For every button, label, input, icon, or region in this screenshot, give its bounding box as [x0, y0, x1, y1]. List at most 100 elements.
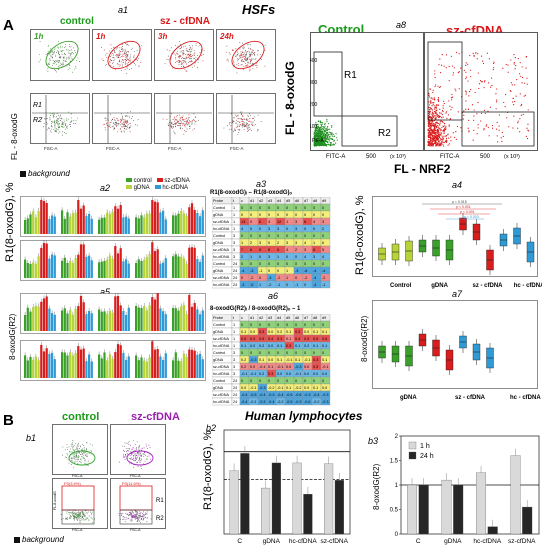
scatter-point — [437, 85, 439, 87]
scatter-point — [63, 126, 65, 128]
cell-text: 0.0 — [304, 386, 309, 390]
bar — [159, 212, 162, 234]
cell-text: 0 — [286, 283, 288, 287]
scatter-point — [236, 125, 238, 127]
x-axis-label: FSC-A — [72, 474, 83, 478]
scatter-point — [69, 518, 71, 519]
a4-label: a4 — [452, 180, 463, 190]
cell-text: 0.0 — [268, 358, 273, 362]
cell-text: sz-cfDNA — [213, 337, 229, 341]
scatter-point — [223, 127, 225, 129]
scatter-point — [130, 110, 132, 112]
scatter-point — [179, 116, 181, 118]
scatter-point — [323, 127, 326, 129]
cell-text: 0 — [241, 213, 243, 217]
scatter-point — [79, 451, 81, 453]
scatter-point — [83, 458, 85, 460]
scatter-point — [439, 58, 441, 60]
scatter-point — [185, 123, 187, 125]
scatter-point — [248, 130, 249, 132]
gate-r2 — [341, 115, 398, 147]
scatter-point — [250, 61, 252, 63]
bar — [177, 256, 180, 278]
scatter-point — [58, 125, 60, 127]
scatter-point — [460, 127, 462, 129]
scatter-point — [333, 140, 335, 142]
scatter-point — [65, 133, 67, 134]
bar — [125, 216, 128, 234]
scatter-point — [187, 56, 189, 58]
scatter-point — [248, 47, 250, 49]
scatter-point — [166, 118, 168, 120]
scatter-point — [140, 456, 142, 458]
scatter-point — [448, 65, 450, 68]
scatter-point — [130, 61, 132, 63]
b1-control-label: control — [62, 411, 100, 423]
scatter-point — [84, 518, 86, 520]
bar — [140, 261, 143, 278]
cell-text: -0.1 — [322, 365, 329, 369]
scatter-point — [446, 117, 448, 119]
scatter-point — [324, 125, 326, 127]
scatter-point — [113, 51, 115, 53]
scatter-point — [181, 128, 183, 130]
header-text: Probe — [213, 199, 223, 203]
scatter-point — [233, 121, 235, 123]
scatter-point — [189, 48, 191, 50]
scatter-point — [226, 59, 228, 61]
scatter-point — [123, 130, 125, 132]
hsfs-title: HSFs — [242, 2, 276, 17]
scatter-point — [473, 109, 475, 111]
scatter-point — [56, 119, 58, 121]
scatter-point — [239, 121, 241, 123]
scatter-point — [74, 512, 76, 514]
scatter-point — [110, 120, 112, 122]
time-label: 1h — [96, 32, 105, 41]
scatter-point — [114, 124, 116, 126]
scatter-point — [134, 515, 136, 516]
scatter-point — [87, 455, 89, 457]
scatter-point — [62, 65, 63, 67]
scatter-point — [193, 58, 195, 59]
scatter-point — [194, 123, 196, 125]
scatter-point — [519, 131, 521, 133]
scatter-point — [189, 128, 191, 130]
cell-text: 0.2 — [241, 358, 246, 362]
scatter-point — [438, 86, 441, 88]
scatter-point — [68, 51, 70, 53]
scatter-point — [123, 124, 125, 126]
scatter-point — [248, 62, 250, 64]
scatter-point — [133, 51, 135, 52]
scatter-point — [315, 127, 318, 129]
scatter-point — [252, 124, 254, 126]
scatter-point — [79, 517, 81, 519]
scatter-point — [435, 113, 437, 115]
scatter-point — [137, 518, 139, 520]
scatter-point — [84, 459, 86, 461]
cell-text: 4 — [304, 241, 306, 245]
scatter-point — [51, 51, 53, 52]
scatter-point — [78, 452, 80, 454]
scatter-point — [127, 442, 129, 444]
bar — [63, 308, 66, 331]
scatter-point — [441, 113, 444, 116]
scatter-point — [185, 62, 187, 64]
scatter-point — [131, 47, 133, 49]
scatter-point — [87, 460, 89, 462]
scatter-point — [120, 513, 122, 514]
bar — [69, 352, 72, 378]
scatter-point — [133, 515, 135, 517]
scatter-point — [322, 133, 325, 135]
scatter-point — [81, 512, 83, 514]
scatter-point — [134, 510, 136, 512]
scatter-point — [447, 144, 449, 146]
scatter-point — [126, 451, 127, 452]
scatter-point — [91, 511, 93, 513]
scatter-point — [431, 145, 433, 147]
x-axis-label: FSC-A — [106, 146, 120, 151]
scatter-point — [173, 123, 175, 125]
a8-label: a8 — [396, 20, 407, 30]
scatter-point — [434, 134, 436, 136]
cell-text: 1 — [233, 337, 235, 341]
